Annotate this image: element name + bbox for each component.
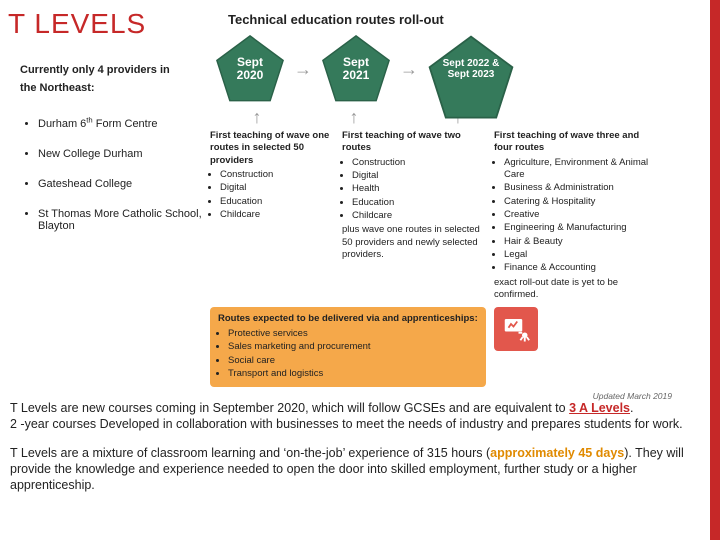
list-item: St Thomas More Catholic School, Blayton — [38, 202, 205, 244]
provider-1: New College Durham — [38, 148, 143, 160]
body-para-1: T Levels are new courses coming in Septe… — [10, 400, 702, 433]
provider-2: Gateshead College — [38, 178, 132, 190]
accent-sidebar — [710, 0, 720, 540]
wave-column-2: First teaching of wave three and four ro… — [494, 130, 654, 301]
routes-box: Routes expected to be delivered via and … — [210, 307, 486, 387]
list-item: Gateshead College — [38, 172, 205, 202]
timeline-title: Technical education routes roll-out — [228, 12, 700, 27]
intro-line1: Currently only 4 providers in — [20, 64, 170, 76]
page-title: T LEVELS — [8, 8, 146, 40]
intro-line2: the Northeast: — [20, 82, 95, 94]
highlight-red: 3 A Levels — [569, 401, 630, 415]
body-para-2: T Levels are a mixture of classroom lear… — [10, 445, 702, 494]
provider-list: Durham 6th Form Centre New College Durha… — [20, 109, 205, 244]
stage-pentagon-1: Sept2021 — [320, 33, 392, 105]
provider-3: St Thomas More Catholic School, Blayton — [38, 208, 202, 232]
highlight-orange: approximately 45 days — [490, 446, 624, 460]
intro-text: Currently only 4 providers in the Northe… — [20, 62, 205, 97]
list-item: New College Durham — [38, 142, 205, 172]
provider-0: Durham 6th Form Centre — [38, 118, 158, 130]
arrow-up-icon: ↑ — [210, 107, 304, 128]
arrow-right-icon: → — [294, 59, 312, 80]
stage-pentagon-2: Sept 2022 &Sept 2023 — [426, 33, 516, 105]
presentation-icon — [494, 307, 538, 351]
wave-column-1: First teaching of wave two routes Constr… — [342, 130, 482, 301]
arrow-right-icon: → — [400, 59, 418, 80]
stage-pentagon-0: Sept2020 — [214, 33, 286, 105]
arrow-up-icon: ↑ — [304, 107, 404, 128]
wave-column-0: First teaching of wave one routes in sel… — [210, 130, 330, 301]
list-item: Durham 6th Form Centre — [38, 109, 205, 142]
